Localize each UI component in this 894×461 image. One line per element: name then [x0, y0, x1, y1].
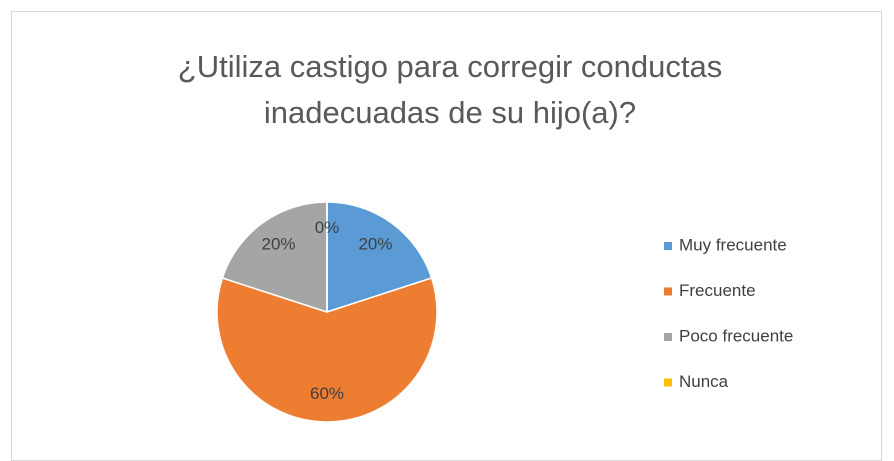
chart-title: ¿Utiliza castigo para corregir conductas… — [177, 49, 723, 130]
legend-label: Frecuente — [679, 281, 756, 300]
pie-slice — [221, 201, 328, 314]
data-label: 60% — [310, 384, 344, 403]
legend-swatch — [664, 287, 672, 296]
legend-label: Muy frecuente — [679, 235, 787, 254]
data-label: 0% — [315, 218, 340, 237]
legend-swatch — [664, 378, 672, 387]
data-label: 20% — [261, 235, 295, 254]
legend-swatch — [664, 333, 672, 341]
page: ¿Utiliza castigo para corregir conductas… — [11, 11, 882, 461]
pie-slice — [326, 201, 433, 314]
chart: 20% 60% 20% 0% Muy frecuente Frecuente Poco fr… — [216, 201, 793, 423]
legend-label: Nunca — [679, 372, 729, 391]
data-label: 20% — [358, 235, 392, 254]
pie-slice — [216, 277, 438, 423]
legend-label: Poco frecuente — [679, 326, 793, 345]
legend-swatch — [664, 242, 672, 250]
